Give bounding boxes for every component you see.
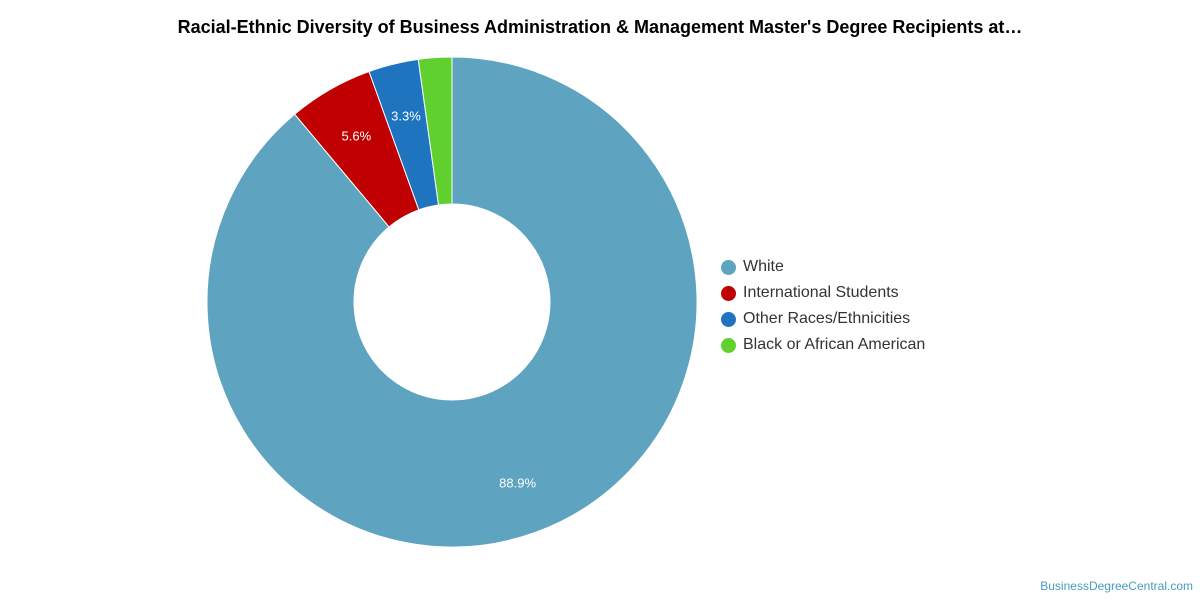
legend-label: International Students [743, 284, 899, 301]
legend: White International Students Other Races/E… [721, 254, 1021, 358]
legend-label: Black or African American [743, 336, 926, 353]
legend-item-other-races-ethnicities[interactable]: Other Races/Ethnicities [721, 306, 1021, 332]
legend-swatch [721, 259, 736, 275]
legend-item-international-students[interactable]: International Students [721, 280, 1021, 306]
legend-swatch [721, 285, 736, 301]
legend-swatch [721, 311, 736, 327]
source-credit[interactable]: BusinessDegreeCentral.com [1040, 579, 1193, 593]
legend-swatch [721, 337, 736, 353]
legend-label: Other Races/Ethnicities [743, 310, 911, 327]
chart-title: Racial-Ethnic Diversity of Business Admi… [177, 17, 1023, 37]
slice-white[interactable] [206, 56, 698, 548]
legend-item-black-or-african-american[interactable]: Black or African American [721, 332, 1021, 358]
legend-label: White [743, 258, 784, 275]
legend-item-white[interactable]: White [721, 254, 1021, 280]
slice-black-or-african-american[interactable] [417, 56, 453, 206]
slice-label-other-races-ethnicities: 3.3% [391, 109, 421, 124]
slice-label-international-students: 5.6% [342, 129, 372, 144]
slice-label-white: 88.9% [499, 475, 536, 490]
